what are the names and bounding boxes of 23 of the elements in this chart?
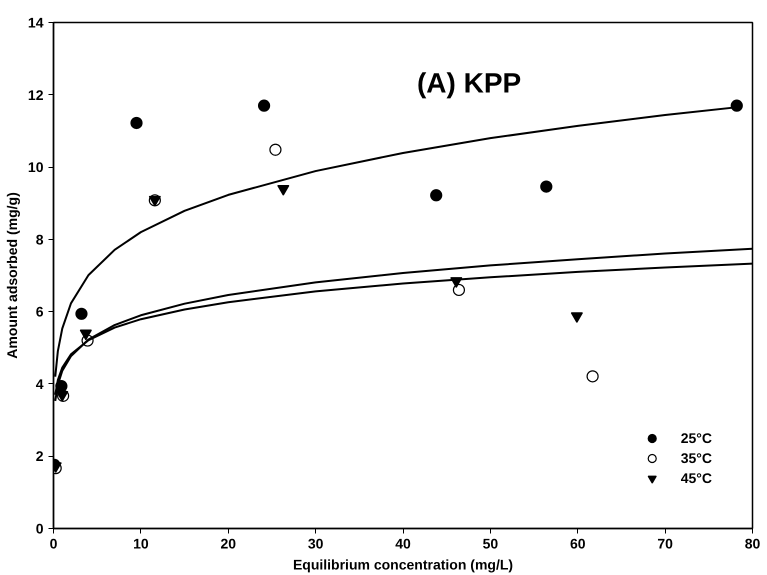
x-tick-label: 0 [50, 536, 58, 552]
y-tick-label: 0 [36, 520, 44, 536]
y-tick-label: 10 [28, 159, 44, 176]
annotation: (A) KPP [416, 67, 522, 98]
x-tick-label: 20 [220, 536, 236, 552]
x-tick-label: 80 [744, 536, 760, 552]
y-tick-label: 12 [28, 86, 44, 103]
x-axis-title: Equilibrium concentration (mg/L) [292, 556, 514, 572]
y-axis-title: Amount adsorbed (mg/g) [4, 192, 20, 359]
x-tick-label: 60 [570, 536, 586, 552]
x-tick-label: 70 [657, 536, 674, 552]
x-tick-label: 30 [308, 536, 324, 552]
legend-label: 25°C [680, 430, 712, 446]
x-tick-label: 10 [133, 536, 149, 552]
x-tick-label: 40 [395, 536, 411, 552]
y-tick-label: 8 [36, 231, 44, 248]
legend-label: 45°C [680, 470, 712, 486]
y-tick-label: 6 [36, 304, 44, 320]
legend-label: 35°C [680, 450, 712, 466]
y-tick-label: 4 [36, 376, 44, 392]
y-tick-label: 14 [28, 14, 44, 30]
x-tick-label: 50 [482, 536, 498, 552]
y-tick-label: 2 [36, 448, 44, 464]
